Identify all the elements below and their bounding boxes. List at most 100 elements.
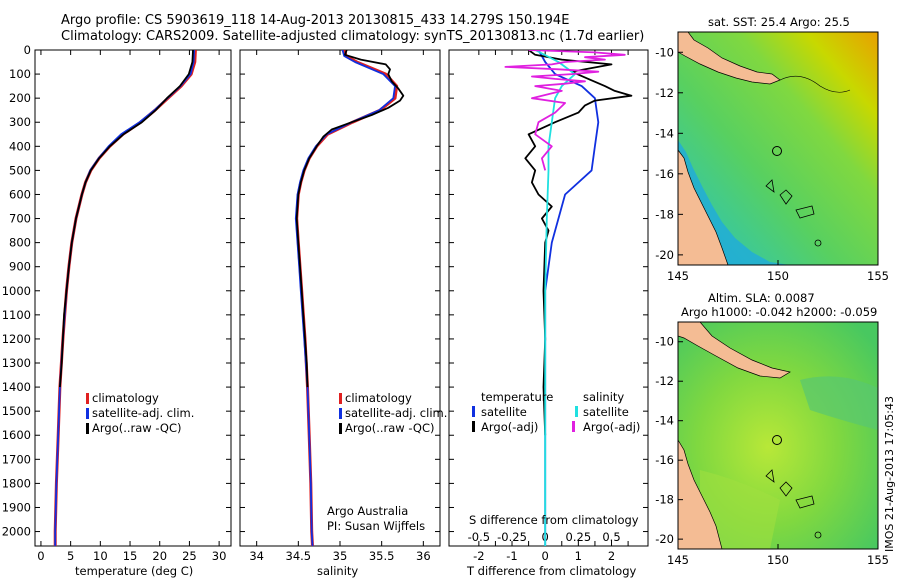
x-tick-label: 2 [608,549,615,563]
legend-temperature-title: temperature [481,390,554,404]
temperature-xlabel: temperature (deg C) [75,564,194,578]
x-tick-label: -1 [506,549,517,563]
map-y-tick-label: -14 [655,126,674,140]
depth-tick-label: 600 [9,187,31,201]
legend-marker-climatology [86,393,89,404]
t-difference-xlabel: T difference from climatology [467,564,637,578]
map-x-tick-label: 150 [767,553,789,567]
x-tick-label: 15 [123,549,138,563]
depth-tick-label: 1400 [2,380,31,394]
legend-climatology: climatology [345,391,412,405]
x-tick-label: 36 [416,549,431,563]
legend-marker-argo [339,423,342,434]
x-tick-label: 35.5 [369,549,395,563]
legend-marker-t-argo [472,421,475,432]
series-line-salinity-satellite [534,50,576,546]
depth-tick-label: 1500 [2,404,31,418]
land-new-guinea [678,322,791,379]
s-difference-title: S difference from climatology [469,513,639,527]
x-tick-label: 35 [333,549,348,563]
map-y-tick-label: -16 [655,167,674,181]
depth-tick-label: 100 [9,67,31,81]
salinity-xlabel: salinity [317,564,359,578]
map-y-tick-label: -10 [655,335,674,349]
legend-marker-t-satellite [472,406,475,417]
land-australia [678,149,729,265]
depth-tick-label: 1900 [2,500,31,514]
legend-t-satellite: satellite [481,405,527,419]
map-x-tick-label: 145 [667,269,689,283]
legend-marker-climatology [339,393,342,404]
difference-series [504,50,633,546]
legend-salinity-title: salinity [583,390,625,404]
argo-location-marker [772,435,782,445]
legend-argo: Argo(..raw -QC) [92,421,182,435]
credit-line-1: Argo Australia [327,504,409,518]
map-y-tick-label: -12 [655,86,674,100]
x-tick-label: 20 [152,549,167,563]
depth-tick-label: 1100 [2,308,31,322]
map-x-tick-label: 155 [867,269,889,283]
map-y-tick-label: -16 [655,453,674,467]
sla-map-title-2: Argo h1000: -0.042 h2000: -0.059 [681,305,878,319]
sst-map-title: sat. SST: 25.4 Argo: 25.5 [708,15,850,29]
depth-tick-label: 1600 [2,428,31,442]
depth-tick-label: 300 [9,115,31,129]
legend-satellite: satellite-adj. clim. [345,406,448,420]
depth-tick-label: 1800 [2,476,31,490]
difference-panel: -2 -1 0 1 2-0.5 -0.25 0 0.25 0.5 [448,49,649,563]
legend-marker-satellite [339,408,342,419]
x-tick-label: 34 [249,549,264,563]
depth-tick-label: 800 [9,236,31,250]
sla-map-title-1: Altim. SLA: 0.0087 [708,291,815,305]
land-australia [678,439,723,549]
map-y-tick-label: -10 [655,45,674,59]
sla-map: 145 150 155 -10 -12 -14 -16 -18 -20 [655,321,889,567]
legend-markers [86,393,578,434]
map-y-tick-label: -20 [655,248,674,262]
depth-tick-label: 1300 [2,356,31,370]
temperature-panel: 0 5 10 15 20 25 30 [34,49,232,563]
x-tick-label: 0 [542,549,549,563]
legend-satellite: satellite-adj. clim. [92,406,195,420]
x-tick-label: -2 [473,549,484,563]
salinity-panel: 34 34.5 35 35.5 36 [239,49,441,563]
s-tick-label: 0.5 [602,530,620,544]
depth-axis: 0 100 200 300 400 500 600 700 800 900 1000 1100 1200… [2,43,648,539]
map-x-tick-label: 145 [667,553,689,567]
reef-outlines [765,179,815,219]
legend-marker-s-satellite [575,406,578,417]
salinity-axis: 34 34.5 35 35.5 36 [249,50,431,563]
legend-argo: Argo(..raw -QC) [345,421,435,435]
map-x-tick-label: 155 [867,553,889,567]
s-tick-label: 0.25 [566,530,592,544]
temperature-axis: 0 5 10 15 20 25 30 [37,50,226,563]
salinity-series [294,50,405,546]
x-tick-label: 10 [93,549,108,563]
argo-location-marker [772,146,782,156]
depth-tick-label: 900 [9,260,31,274]
x-tick-label: 0 [37,549,44,563]
s-tick-label: -0.5 [468,530,490,544]
map-y-tick-label: -18 [655,493,674,507]
x-tick-label: 5 [67,549,74,563]
legend-t-argo: Argo(-adj) [481,420,539,434]
legend-marker-argo [86,423,89,434]
depth-tick-label: 0 [24,43,31,57]
depth-tick-label: 500 [9,163,31,177]
map-y-tick-label: -18 [655,207,674,221]
series-line-salinity-argo-adj [504,50,626,171]
map-y-tick-label: -12 [655,374,674,388]
sst-map-axis: 145 150 155 -10 -12 -14 -16 -18 -20 [655,45,889,283]
series-line-argo-raw-qc [59,50,194,388]
header-line-2: Climatology: CARS2009. Satellite-adjuste… [61,29,645,44]
credit-line-2: PI: Susan Wijffels [327,519,426,533]
header-line-1: Argo profile: CS 5903619_118 14-Aug-2013… [61,13,570,28]
legend-s-argo: Argo(-adj) [583,420,641,434]
x-tick-label: 25 [182,549,197,563]
sla-map-axis: 145 150 155 -10 -12 -14 -16 -18 -20 [655,335,889,567]
depth-tick-label: 1700 [2,452,31,466]
x-tick-label: 30 [212,549,227,563]
depth-tick-label: 200 [9,91,31,105]
